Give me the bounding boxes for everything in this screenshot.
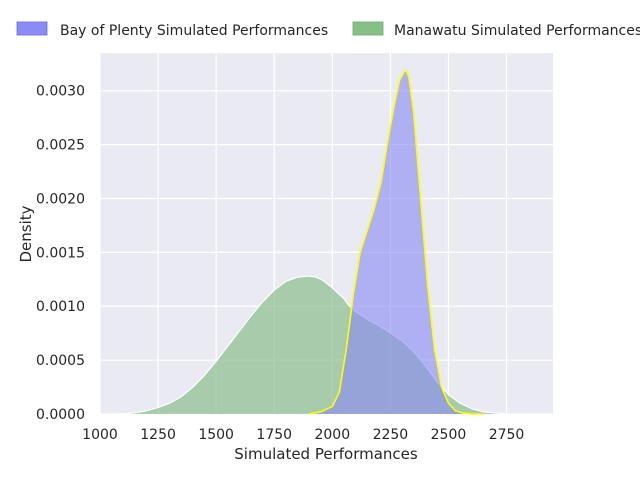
density-line-manawatu <box>120 275 530 415</box>
x-tick-label: 2000 <box>314 427 350 443</box>
y-tick-label: 0.0025 <box>36 138 85 154</box>
legend-label-bay-of-plenty: Bay of Plenty Simulated Performances <box>60 23 328 39</box>
density-area-bay-of-plenty <box>309 71 484 415</box>
legend: Bay of Plenty Simulated Performances Man… <box>16 21 640 39</box>
density-line-bay-of-plenty <box>308 70 484 415</box>
x-tick-label: 1750 <box>256 427 292 443</box>
legend-swatch-bay-of-plenty <box>16 21 48 36</box>
legend-label-manawatu: Manawatu Simulated Performances <box>394 23 640 39</box>
y-tick-label: 0.0010 <box>36 299 85 315</box>
y-tick-label: 0.0020 <box>36 191 85 207</box>
x-tick-label: 1250 <box>140 427 176 443</box>
y-tick-label: 0.0005 <box>36 353 85 369</box>
density-areas <box>120 70 530 415</box>
x-tick-label: 2250 <box>373 427 409 443</box>
y-tick-labels: 0.0000 0.0005 0.0010 0.0015 0.0020 0.0025 0.00… <box>36 84 85 423</box>
x-axis-label: Simulated Performances <box>234 445 418 463</box>
x-tick-label: 1500 <box>198 427 234 443</box>
x-tick-label: 1000 <box>82 427 118 443</box>
y-axis-label: Density <box>17 205 35 262</box>
y-tick-label: 0.0000 <box>36 407 85 423</box>
x-tick-label: 2500 <box>431 427 467 443</box>
x-tick-label: 2750 <box>489 427 525 443</box>
x-tick-labels: 1000 1250 1500 1750 2000 2250 2500 2750 <box>82 427 524 443</box>
y-tick-label: 0.0030 <box>36 84 85 100</box>
legend-swatch-manawatu <box>352 21 384 36</box>
y-tick-label: 0.0015 <box>36 245 85 261</box>
